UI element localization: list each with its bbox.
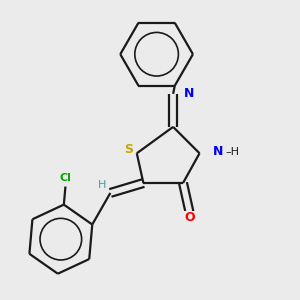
Text: N: N <box>184 87 194 101</box>
Text: N: N <box>212 145 223 158</box>
Text: O: O <box>184 211 195 224</box>
Text: S: S <box>124 143 133 156</box>
Text: H: H <box>98 180 106 190</box>
Text: Cl: Cl <box>59 172 71 183</box>
Text: –H: –H <box>226 147 240 157</box>
